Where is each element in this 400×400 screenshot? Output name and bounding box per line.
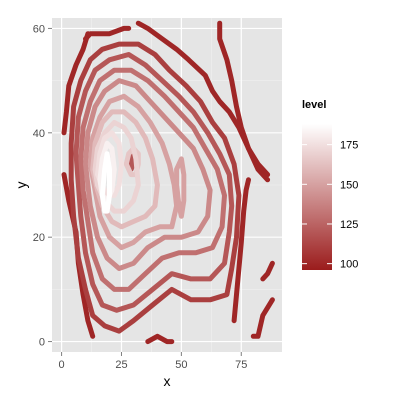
contour-line xyxy=(174,156,187,219)
contour-line xyxy=(217,20,271,178)
contour-line xyxy=(145,333,175,345)
contour-line xyxy=(99,151,112,214)
contour-line xyxy=(73,52,235,313)
legend-tick-label: 100 xyxy=(340,259,358,271)
x-axis: 0 25 50 75 xyxy=(59,352,247,371)
legend-title: level xyxy=(302,99,326,111)
x-tick-label: 50 xyxy=(175,359,187,371)
contour-line xyxy=(68,41,242,334)
legend-colorbar xyxy=(302,124,332,270)
legend-tick-label: 150 xyxy=(340,179,358,191)
x-axis-title: x xyxy=(164,373,171,389)
y-axis: 0 20 40 60 xyxy=(33,23,52,349)
contour-line xyxy=(231,177,251,324)
contour-line xyxy=(61,31,91,136)
y-tick-label: 20 xyxy=(33,232,45,244)
x-tick-label: 75 xyxy=(235,359,247,371)
y-tick-label: 40 xyxy=(33,128,45,140)
legend: level 100 125 150 175 xyxy=(302,99,358,271)
legend-tick-label: 125 xyxy=(340,219,358,231)
contour-line xyxy=(83,78,213,271)
contour-line xyxy=(95,130,124,198)
contour-line xyxy=(90,109,160,230)
contour-line xyxy=(78,67,227,292)
contour-line xyxy=(260,260,275,282)
y-axis-title: y xyxy=(13,182,29,189)
y-tick-label: 0 xyxy=(39,337,45,349)
x-tick-label: 0 xyxy=(59,359,65,371)
y-tick-label: 60 xyxy=(33,23,45,35)
contour-line xyxy=(250,297,275,339)
legend-ticks: 100 125 150 175 xyxy=(302,140,358,271)
x-tick-label: 25 xyxy=(115,359,127,371)
legend-tick-label: 175 xyxy=(340,140,358,152)
contour-lines xyxy=(61,20,275,345)
